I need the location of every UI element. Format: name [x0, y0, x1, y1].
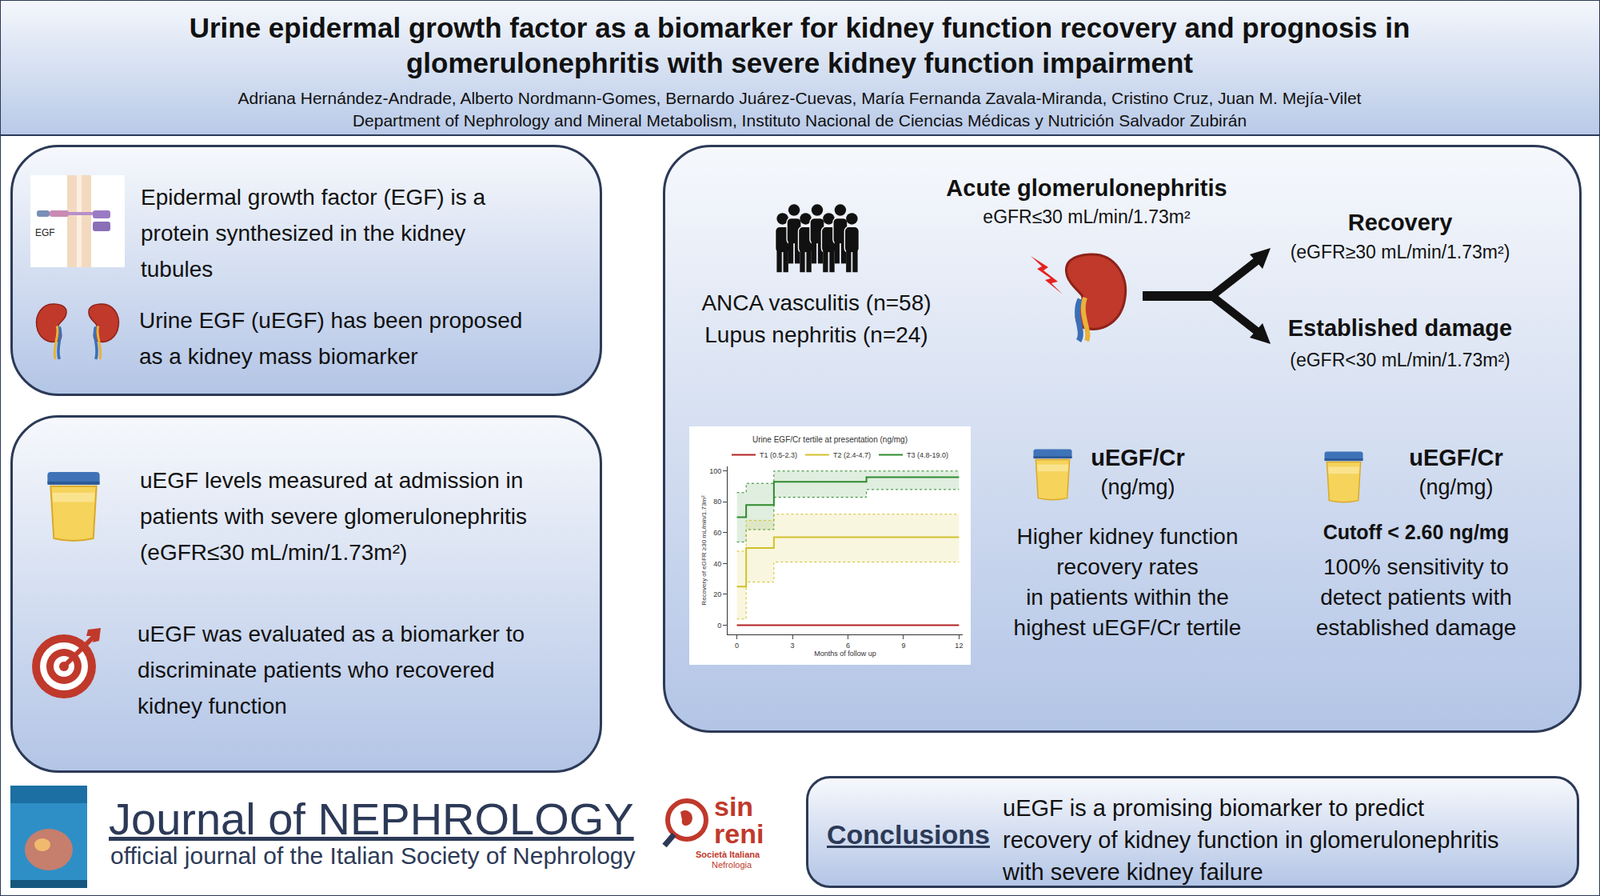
html-text:100% sensitivity to: 100% sensitivity to	[1323, 554, 1509, 579]
html-text:official journal of the Italia: official journal of the Italian Society …	[110, 841, 636, 869]
html-text:Società Italiana: Società Italiana	[695, 849, 760, 859]
svg-text:T3 (4.8-19.0): T3 (4.8-19.0)	[906, 450, 949, 459]
svg-text:0: 0	[734, 641, 739, 650]
html-text:as a kidney mass biomarker: as a kidney mass biomarker	[139, 343, 418, 369]
html-text:Established damage: Established damage	[1287, 315, 1513, 341]
html-text:Conclusions: Conclusions	[826, 818, 990, 850]
svg-text:9: 9	[901, 641, 906, 650]
html-text:discriminate patients who reco: discriminate patients who recovered	[137, 657, 495, 683]
svg-text:40: 40	[713, 559, 722, 568]
html-text:sin: sin	[714, 790, 754, 822]
svg-text:Months of follow up: Months of follow up	[813, 649, 877, 658]
svg-text:3: 3	[790, 641, 795, 650]
html-text:(eGFR≤30 mL/min/1.73m²): (eGFR≤30 mL/min/1.73m²)	[139, 539, 408, 565]
html-text:uEGF levels measured at admiss: uEGF levels measured at admission in	[139, 467, 524, 493]
svg-text:60: 60	[713, 528, 722, 537]
svg-text:EGF: EGF	[35, 227, 56, 239]
html-text:recovery rates: recovery rates	[1056, 554, 1199, 579]
html-text:(ng/mg): (ng/mg)	[1418, 474, 1494, 499]
html-text:Department of Nephrology and M: Department of Nephrology and Mineral Met…	[352, 111, 1247, 130]
html-text:(eGFR≥30 mL/min/1.73m²): (eGFR≥30 mL/min/1.73m²)	[1290, 241, 1510, 263]
html-text:highest uEGF/Cr tertile: highest uEGF/Cr tertile	[1013, 614, 1242, 640]
svg-text:6: 6	[845, 641, 850, 650]
svg-text:0: 0	[717, 621, 722, 630]
html-text:tubules: tubules	[140, 256, 213, 282]
html-text:uEGF/Cr: uEGF/Cr	[1409, 444, 1504, 471]
html-text:Journal of NEPHROLOGY: Journal of NEPHROLOGY	[108, 793, 634, 844]
html-text:uEGF was evaluated as a biomar: uEGF was evaluated as a biomarker to	[137, 621, 525, 647]
svg-text:T1 (0.5-2.3): T1 (0.5-2.3)	[759, 450, 798, 459]
svg-text:12: 12	[954, 641, 963, 650]
html-text:Acute glomerulonephritis: Acute glomerulonephritis	[946, 175, 1228, 201]
svg-text:100: 100	[709, 466, 722, 475]
html-text:Higher kidney function: Higher kidney function	[1016, 523, 1239, 549]
html-text:glomerulonephritis with severe: glomerulonephritis with severe kidney fu…	[406, 47, 1194, 79]
html-text:eGFR≤30 mL/min/1.73m²: eGFR≤30 mL/min/1.73m²	[982, 206, 1191, 228]
html-text:ANCA vasculitis (n=58): ANCA vasculitis (n=58)	[701, 290, 932, 316]
html-text:in patients within the: in patients within the	[1025, 584, 1229, 610]
html-text:established damage: established damage	[1315, 614, 1517, 640]
html-text:Nefrologia: Nefrologia	[711, 859, 752, 870]
html-text:reni: reni	[714, 817, 764, 849]
html-text:detect patients with: detect patients with	[1320, 584, 1512, 610]
html-text:Cutoff < 2.60 ng/mg: Cutoff < 2.60 ng/mg	[1323, 520, 1510, 543]
html-text:Recovery: Recovery	[1347, 209, 1453, 236]
html-text:kidney function: kidney function	[137, 693, 287, 719]
svg-text:Urine EGF/Cr tertile at presen: Urine EGF/Cr tertile at presentation (ng…	[752, 434, 908, 444]
html-text:protein synthesized in the kid: protein synthesized in the kidney	[140, 220, 466, 246]
html-text:Urine EGF (uEGF) has been prop: Urine EGF (uEGF) has been proposed	[139, 307, 523, 333]
html-text:Adriana Hernández-Andrade, Alb: Adriana Hernández-Andrade, Alberto Nordm…	[237, 88, 1362, 108]
svg-text:Recovery of eGFR ≥30 mL/min/1.: Recovery of eGFR ≥30 mL/min/1.73m²	[700, 494, 708, 606]
html-text:Epidermal growth factor (EGF): Epidermal growth factor (EGF) is a	[140, 184, 486, 210]
svg-text:80: 80	[713, 497, 722, 506]
html-text:with severe kidney failure: with severe kidney failure	[1002, 858, 1264, 885]
html-text:(eGFR<30 mL/min/1.73m²): (eGFR<30 mL/min/1.73m²)	[1289, 349, 1511, 371]
html-text:Urine epidermal growth factor: Urine epidermal growth factor as a bioma…	[189, 11, 1411, 44]
html-text:recovery of kidney function in: recovery of kidney function in glomerulo…	[1002, 826, 1499, 853]
html-text:(ng/mg): (ng/mg)	[1100, 474, 1176, 499]
html-text:uEGF/Cr: uEGF/Cr	[1090, 444, 1185, 471]
html-text:Lupus nephritis (n=24): Lupus nephritis (n=24)	[704, 322, 929, 348]
svg-text:20: 20	[713, 590, 722, 599]
html-text:patients with severe glomerulo: patients with severe glomerulonephritis	[139, 503, 527, 529]
svg-text:T2 (2.4-4.7): T2 (2.4-4.7)	[833, 450, 871, 459]
html-text:uEGF is a promising biomarker: uEGF is a promising biomarker to predict	[1002, 794, 1425, 821]
